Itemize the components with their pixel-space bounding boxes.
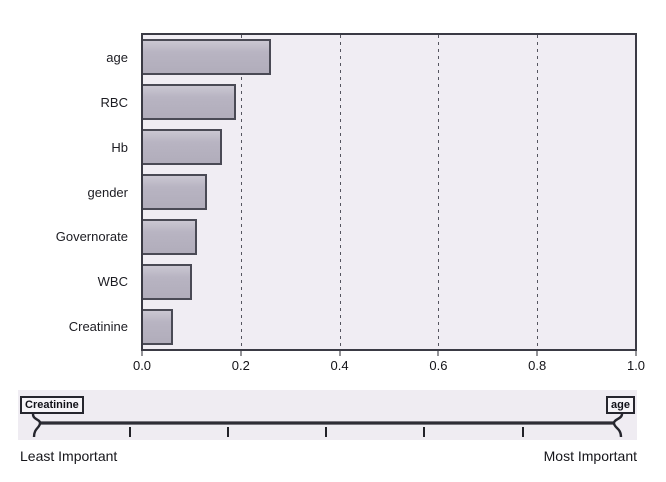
bar-row [143, 80, 635, 125]
x-tick [536, 351, 538, 356]
least-important-label: Least Important [20, 448, 118, 464]
bar-gender [143, 174, 207, 210]
x-tick-label: 0.0 [132, 358, 152, 373]
x-tick-label: 0.2 [231, 358, 250, 373]
bars [143, 35, 635, 349]
y-label-RBC: RBC [100, 94, 128, 110]
bar-row [143, 125, 635, 170]
bar-RBC [143, 84, 237, 121]
x-tick-label: 0.8 [528, 358, 547, 373]
x-tick-label: 0.6 [429, 358, 448, 373]
y-label-Creatinine: Creatinine [68, 319, 128, 335]
bar-row [143, 214, 635, 259]
slider-left-connector [31, 413, 42, 438]
bar-row [143, 259, 635, 304]
y-label-WBC: WBC [97, 274, 128, 290]
plot-area [141, 33, 637, 351]
slider-track [31, 413, 624, 438]
x-tick [141, 351, 143, 356]
x-tick-label: 1.0 [626, 358, 646, 373]
x-tick [437, 351, 439, 356]
y-label-age: age [106, 49, 128, 65]
x-tick [339, 351, 341, 356]
bar-Creatinine [143, 308, 173, 345]
bar-row [143, 304, 635, 349]
bar-Governorate [143, 218, 198, 255]
most-important-label: Most Important [543, 448, 637, 464]
y-label-Governorate: Governorate [55, 229, 128, 245]
bar-age [143, 39, 271, 76]
gridline-0.8 [536, 35, 538, 349]
slider-thumb-most[interactable]: age [606, 396, 635, 414]
y-label-gender: gender [87, 184, 128, 200]
importance-range-slider: Creatinine age [18, 390, 637, 440]
x-tick-label: 0.4 [330, 358, 349, 373]
bar-row [143, 170, 635, 215]
slider-ticks [129, 427, 524, 437]
x-axis: 0.0 0.2 0.4 0.6 0.8 1.0 [133, 351, 645, 379]
gridline-0.6 [438, 35, 440, 349]
gridline-0.2 [241, 35, 243, 349]
y-axis-labels: age RBC Hb gender Governorate WBC Creatinine [0, 35, 134, 349]
y-label-Hb: Hb [111, 139, 128, 155]
gridline-0.4 [339, 35, 341, 349]
slider-thumb-least[interactable]: Creatinine [20, 396, 84, 414]
bar-WBC [143, 263, 193, 300]
bar-row [143, 35, 635, 80]
x-tick [635, 351, 637, 356]
slider-right-connector [612, 413, 624, 438]
x-tick [240, 351, 242, 356]
bar-Hb [143, 129, 222, 166]
